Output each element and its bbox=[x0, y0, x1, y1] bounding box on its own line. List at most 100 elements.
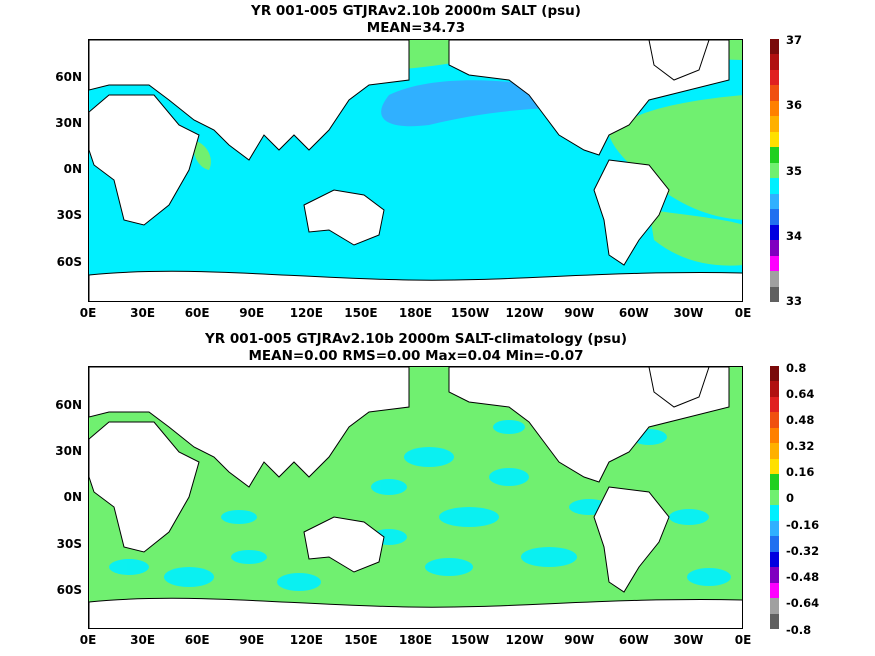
p2-lon-label-2: 60E bbox=[184, 633, 210, 647]
p1-lon-label-12: 0E bbox=[734, 306, 752, 320]
salinity-map-canvas bbox=[89, 40, 742, 301]
cbar1-label-37: 37 bbox=[786, 33, 803, 47]
anomaly-map bbox=[88, 366, 743, 629]
p1-lon-label-6: 180E bbox=[398, 306, 433, 320]
p2-lon-label-6: 180E bbox=[398, 633, 433, 647]
cbar1-segment-16 bbox=[770, 286, 779, 303]
p2-lon-label-1: 30E bbox=[130, 633, 156, 647]
eurasia-land bbox=[89, 40, 410, 161]
south-america-land-2 bbox=[593, 486, 670, 593]
cbar2-label-0.48: 0.48 bbox=[786, 413, 815, 427]
anomaly-colorbar bbox=[770, 366, 779, 630]
cbar1-segment-13 bbox=[770, 240, 779, 257]
cbar1-segment-6 bbox=[770, 131, 779, 148]
p1-lon-label-5: 150E bbox=[344, 306, 378, 320]
arabian-high-salinity bbox=[193, 140, 211, 170]
cbar2-segment-4 bbox=[770, 427, 779, 444]
lat-label-30s: 30S bbox=[56, 208, 82, 222]
cbar1-segment-4 bbox=[770, 100, 779, 117]
cbar2-segment-9 bbox=[770, 505, 779, 522]
cbar2-segment-13 bbox=[770, 567, 779, 584]
panel-2-subtitle: MEAN=0.00 RMS=0.00 Max=0.04 Min=-0.07 bbox=[248, 348, 584, 364]
p2-lon-label-10: 60W bbox=[618, 633, 649, 647]
p1-lon-label-2: 60E bbox=[184, 306, 210, 320]
lat-label-60n: 60N bbox=[55, 70, 82, 84]
panel-2-title: YR 001-005 GTJRAv2.10b 2000m SALT-climat… bbox=[204, 331, 628, 347]
p1-lon-label-3: 90E bbox=[239, 306, 265, 320]
cbar1-segment-1 bbox=[770, 54, 779, 71]
salinity-map bbox=[88, 39, 743, 302]
north-pacific-low-salinity bbox=[381, 80, 552, 127]
lat-label-0n: 0N bbox=[63, 162, 82, 176]
cbar2-label-0.32: 0.32 bbox=[786, 439, 815, 453]
lat-label-30n: 30N bbox=[55, 116, 82, 130]
greenland-land-2 bbox=[648, 367, 710, 408]
p1-lon-label-7: 150W bbox=[450, 306, 490, 320]
anomaly-map-canvas bbox=[89, 367, 742, 628]
land-masses bbox=[89, 40, 742, 301]
cbar2-segment-15 bbox=[770, 598, 779, 615]
cbar2-label-neg0.16: -0.16 bbox=[786, 518, 820, 532]
lat2-label-30s: 30S bbox=[56, 537, 82, 551]
land-masses-2 bbox=[89, 367, 742, 628]
cbar1-segment-2 bbox=[770, 69, 779, 86]
eurasia-land-2 bbox=[89, 367, 410, 488]
near-zero-patches bbox=[109, 420, 731, 591]
lat-label-60s: 60S bbox=[56, 255, 82, 269]
cbar2-segment-0 bbox=[770, 366, 779, 382]
cbar1-segment-11 bbox=[770, 209, 779, 226]
cbar1-segment-3 bbox=[770, 85, 779, 102]
cbar1-segment-5 bbox=[770, 116, 779, 133]
p1-lon-label-1: 30E bbox=[130, 306, 156, 320]
cbar2-label-neg0.64: -0.64 bbox=[786, 596, 820, 610]
cbar2-label-0.64: 0.64 bbox=[786, 387, 815, 401]
cbar1-segment-9 bbox=[770, 178, 779, 195]
p1-lon-label-11: 30W bbox=[673, 306, 704, 320]
salinity-colorbar bbox=[770, 39, 779, 303]
cbar2-segment-6 bbox=[770, 458, 779, 475]
lat2-label-60s: 60S bbox=[56, 583, 82, 597]
africa-land bbox=[89, 94, 200, 226]
cbar1-segment-12 bbox=[770, 224, 779, 241]
cbar2-segment-12 bbox=[770, 551, 779, 568]
p2-lon-label-8: 120W bbox=[505, 633, 544, 647]
p2-lon-label-4: 120E bbox=[289, 633, 323, 647]
cbar1-label-34: 34 bbox=[786, 229, 803, 243]
cbar1-segment-8 bbox=[770, 162, 779, 179]
p1-lon-label-10: 60W bbox=[618, 306, 649, 320]
p2-lon-label-5: 150E bbox=[344, 633, 378, 647]
cbar1-label-35: 35 bbox=[786, 164, 803, 178]
lat2-label-0n: 0N bbox=[63, 490, 82, 504]
south-america-land bbox=[593, 159, 670, 266]
africa-land-2 bbox=[89, 421, 200, 553]
cbar2-label-0: 0 bbox=[786, 491, 795, 505]
cbar1-label-36: 36 bbox=[786, 98, 803, 112]
cbar2-segment-2 bbox=[770, 396, 779, 413]
cbar2-segment-16 bbox=[770, 613, 779, 630]
cbar1-label-33: 33 bbox=[786, 294, 803, 308]
p2-lon-label-9: 90W bbox=[564, 633, 595, 647]
south-atlantic-high-salinity bbox=[649, 210, 742, 266]
panel-1-subtitle: MEAN=34.73 bbox=[366, 20, 466, 36]
cbar2-label-0.16: 0.16 bbox=[786, 465, 815, 479]
p1-lon-label-0: 0E bbox=[79, 306, 97, 320]
cbar1-segment-10 bbox=[770, 193, 779, 210]
lat2-label-60n: 60N bbox=[55, 398, 82, 412]
cbar2-label-0.8: 0.8 bbox=[786, 361, 807, 375]
cbar2-segment-3 bbox=[770, 412, 779, 429]
cbar1-segment-14 bbox=[770, 255, 779, 272]
p2-lon-label-3: 90E bbox=[239, 633, 265, 647]
australia-land-2 bbox=[303, 516, 385, 573]
cbar2-label-neg0.8: -0.8 bbox=[786, 623, 812, 637]
cbar2-segment-10 bbox=[770, 520, 779, 537]
antarctica-land bbox=[89, 270, 742, 301]
cbar2-segment-8 bbox=[770, 489, 779, 506]
lat2-label-30n: 30N bbox=[55, 444, 82, 458]
p2-lon-label-11: 30W bbox=[673, 633, 704, 647]
cbar1-segment-7 bbox=[770, 147, 779, 164]
p1-lon-label-8: 120W bbox=[505, 306, 544, 320]
cbar2-segment-14 bbox=[770, 582, 779, 599]
atlantic-high-salinity bbox=[609, 95, 742, 220]
antarctica-land-2 bbox=[89, 597, 742, 628]
cbar2-label-neg0.32: -0.32 bbox=[786, 544, 820, 558]
